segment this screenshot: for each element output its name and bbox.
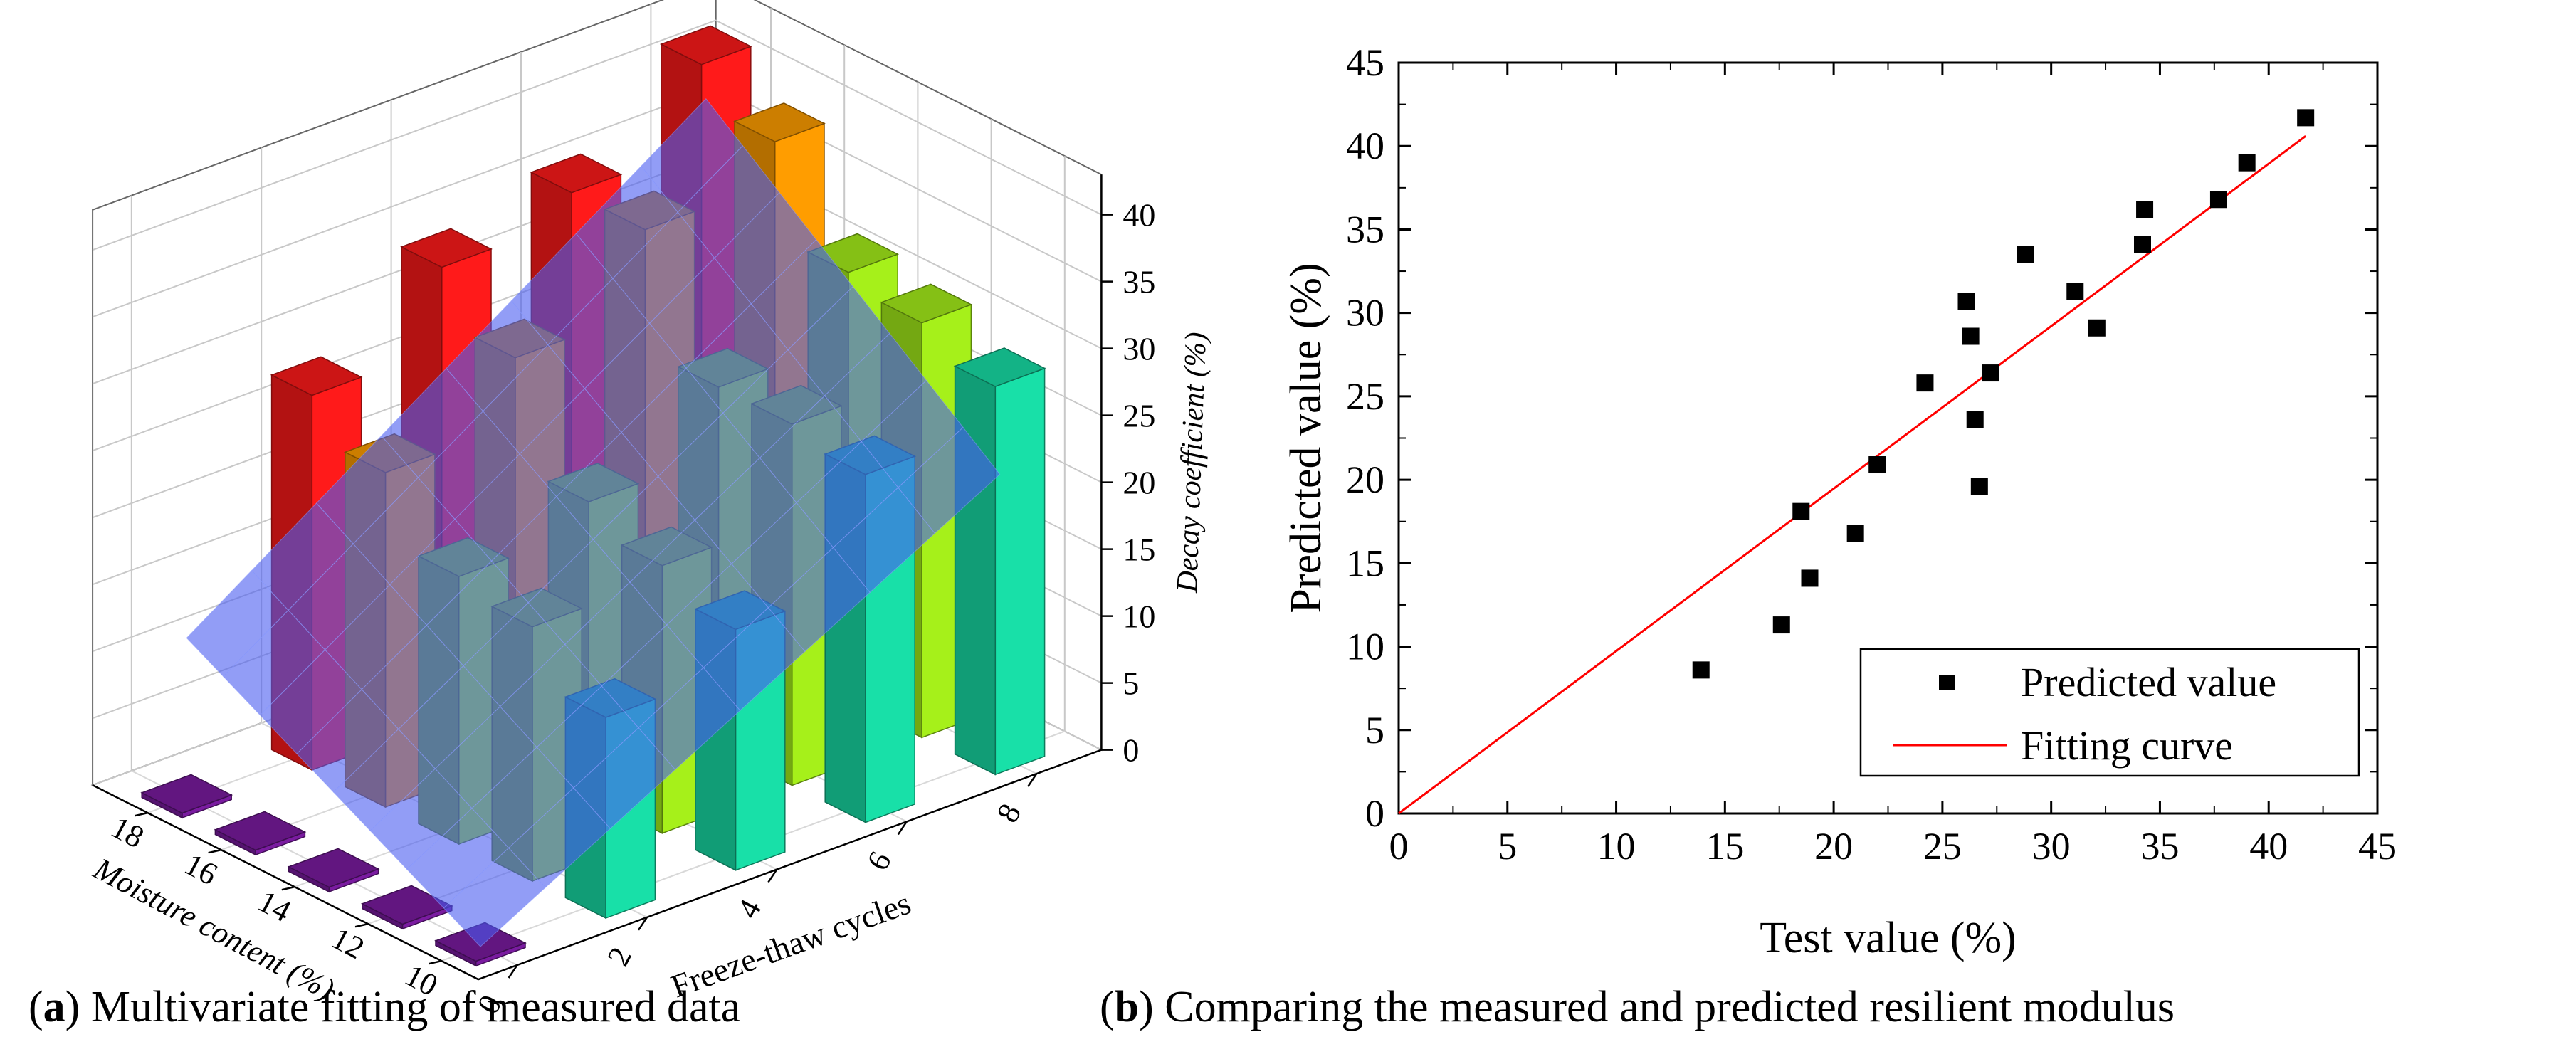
legend-marker-points [1939,675,1955,690]
cycle-tick [508,964,518,979]
moisture-tick [208,848,221,854]
z-tick-label: 35 [1123,264,1155,300]
grid-line-z [92,19,1102,251]
z-tick-label: 0 [1123,732,1139,769]
z-tick-label: 25 [1123,398,1155,434]
legend-label-points: Predicted value [2021,659,2276,705]
data-point-marker [1970,478,1988,495]
y-tick-label-b: 20 [1346,458,1384,501]
data-point-marker [1792,502,1810,520]
data-point-marker [2088,319,2106,337]
legend-box-b [1859,648,2360,777]
z-tick-label: 40 [1123,197,1155,233]
caption-b-text: Comparing the measured and predicted res… [1165,983,2175,1031]
cycle-tick [1027,773,1038,787]
x-tick-label-b: 45 [2358,825,2397,868]
bar-top-face [400,228,493,268]
z-tick-label: 20 [1123,465,1155,501]
data-point-marker [1962,327,1980,345]
fitting-curve-line [1398,135,2307,815]
x-tick-label-b: 30 [2032,825,2071,868]
caption-a: (a) Multivariate fitting of measured dat… [28,983,741,1031]
data-point-marker [2136,201,2154,218]
bar-top-face [733,102,826,142]
data-point-marker [2066,283,2084,300]
data-point-marker [1801,569,1819,587]
data-point-marker [1772,616,1790,634]
cycle-tick [897,821,908,836]
data-point-marker [1982,364,1999,382]
x-tick-label-b: 10 [1597,825,1636,868]
y-tick-label-b: 5 [1365,709,1384,752]
z-tick-label: 30 [1123,331,1155,367]
data-point-marker [1846,525,1864,542]
bar-top-face [287,848,380,888]
data-point-marker [2297,109,2315,127]
data-point-marker [2209,191,2227,209]
cycle-axis-line [478,749,1102,981]
moisture-tick [281,885,295,891]
caption-b-letter: b [1114,983,1140,1031]
y-tick-label-b: 15 [1346,542,1384,584]
cycle-tick [637,917,648,931]
x-tick-label-b: 0 [1389,825,1409,868]
z-tick-label: 10 [1123,599,1155,635]
bar-top-face [880,283,973,324]
bar-top-face [530,153,623,194]
moisture-axis-line [92,784,479,981]
moisture-tick [429,959,442,965]
data-point-marker [1957,293,1975,310]
bar-top-face [659,25,752,65]
bar-top-face [214,811,307,851]
legend-label-fit: Fitting curve [2021,722,2233,769]
z-tick-label: 15 [1123,532,1155,568]
caption-a-text: Multivariate fitting of measured data [90,983,741,1031]
bar-top-face [953,347,1046,387]
y-tick-label-b: 30 [1346,292,1384,335]
x-axis-title-b: Test value (%) [1760,914,2017,962]
y-axis-title-b: Predicted value (%) [1282,263,1330,613]
y-tick-label-b: 40 [1346,125,1384,167]
caption-b: (b) Comparing the measured and predicted… [1100,983,2175,1031]
bar-top-face [270,356,363,396]
x-tick-label-b: 35 [2140,825,2179,868]
data-point-marker [2238,154,2256,172]
y-tick-label-b: 25 [1346,375,1384,418]
y-tick-label-b: 10 [1346,626,1384,668]
bar-top-face [360,885,453,925]
data-point-marker [1868,456,1886,474]
bar-top-face [140,774,233,814]
moisture-tick [354,922,369,928]
x-tick-label-b: 5 [1498,825,1517,868]
x-tick-label-b: 20 [1814,825,1853,868]
z-tick-label: 5 [1123,665,1139,702]
data-point-marker [1692,661,1710,679]
data-point-marker [1966,411,1984,428]
y-tick-label-b: 0 [1365,792,1384,835]
cycle-tick [767,868,778,883]
data-point-marker [2134,236,2151,253]
x-tick-label-b: 15 [1705,825,1744,868]
data-point-marker [2017,246,2034,263]
x-tick-label-b: 40 [2249,825,2288,868]
fitting-surface-patch [640,98,744,213]
y-tick-label-b: 45 [1346,41,1384,84]
y-tick-label-b: 35 [1346,208,1384,251]
caption-a-letter: a [43,983,65,1031]
data-point-marker [1916,374,1934,392]
moisture-tick [135,811,148,817]
x-tick-label-b: 25 [1923,825,1962,868]
